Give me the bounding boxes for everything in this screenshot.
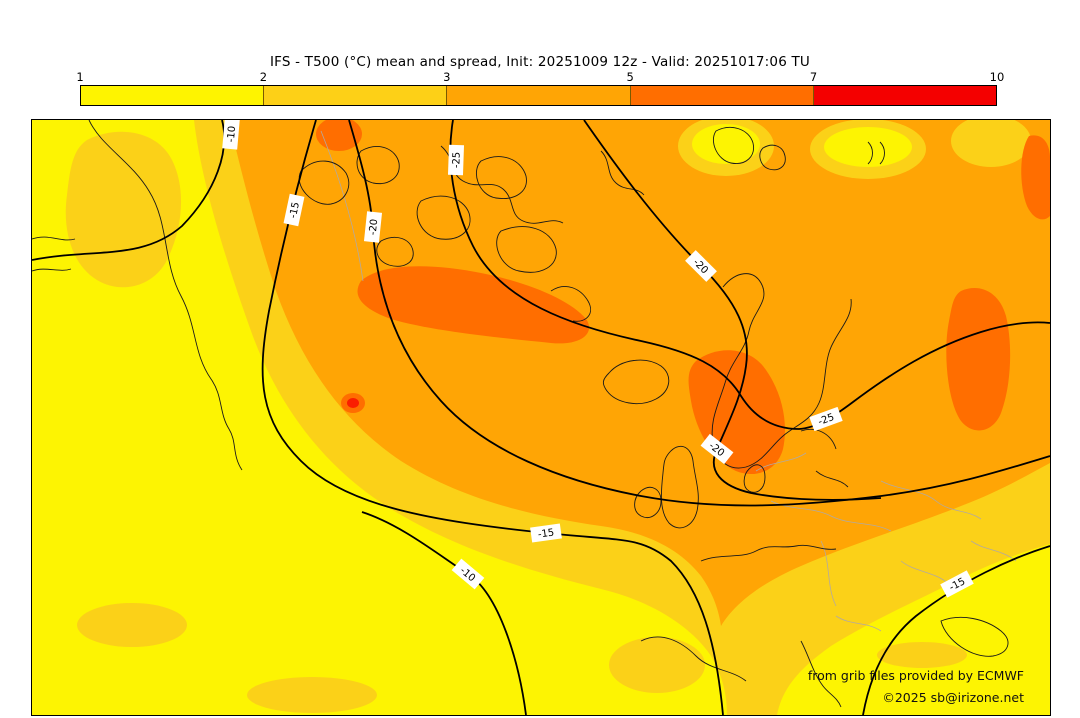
- colorbar-ticks: 1 2 3 5 7 10: [76, 70, 1004, 85]
- colorbar-scale: [80, 85, 997, 106]
- contour-label: -10: [226, 125, 238, 142]
- colorbar-tick: 2: [259, 70, 268, 84]
- spread-fill-gold-blob: [247, 677, 377, 713]
- colorbar: 1 2 3 5 7 10: [76, 70, 1004, 106]
- contour-label: -15: [288, 201, 302, 219]
- contour-minus10-nw: [32, 120, 226, 261]
- weather-map: -10 -15 -20 -25 -20 -25 -20 -15 -10 -15 …: [31, 119, 1051, 716]
- spread-fill-red-spot: [347, 398, 359, 408]
- spread-pocket-gold: [951, 120, 1031, 167]
- colorbar-segment-4: [630, 86, 814, 105]
- contour-minus25: [449, 120, 1050, 430]
- spread-fill-gold-blob: [609, 637, 705, 693]
- colorbar-segment-5: [813, 86, 997, 105]
- spread-fill-gold-blob: [877, 642, 967, 668]
- contour-label: -25: [817, 412, 836, 428]
- spread-fill-gold-blob-greenland: [65, 131, 182, 288]
- attribution-line-2: ©2025 sb@irizone.net: [882, 690, 1024, 705]
- colorbar-segment-2: [264, 86, 448, 105]
- contour-label: -15: [537, 527, 555, 540]
- colorbar-tick: 3: [443, 70, 451, 84]
- colorbar-tick: 1: [76, 70, 84, 84]
- map-canvas: -10 -15 -20 -25 -20 -25 -20 -15 -10 -15: [32, 120, 1050, 715]
- colorbar-tick: 10: [989, 70, 1005, 84]
- country-borders: [320, 130, 1017, 632]
- contour-label: -25: [451, 152, 463, 169]
- spread-fill-darkorange-patch-corner: [1021, 135, 1050, 220]
- attribution: from grib files provided by ECMWF ©2025 …: [808, 665, 1024, 709]
- spread-pocket-yellow: [824, 127, 912, 167]
- colorbar-tick: 5: [626, 70, 634, 84]
- spread-fill-gold-blob: [77, 603, 187, 647]
- contour-label: -20: [368, 218, 381, 235]
- colorbar-tick: 7: [809, 70, 818, 84]
- page-title: IFS - T500 (°C) mean and spread, Init: 2…: [269, 54, 811, 70]
- spread-fill-darkorange-patch: [357, 266, 590, 344]
- attribution-line-1: from grib files provided by ECMWF: [807, 668, 1024, 683]
- spread-pocket-yellow: [692, 124, 760, 164]
- contour-minus15-west: [261, 120, 724, 715]
- spread-fill-darkorange-patch-east: [946, 288, 1011, 431]
- colorbar-segment-1: [81, 86, 265, 105]
- contour-minus20-north: [583, 120, 882, 501]
- contour-minus15-east: [862, 545, 1050, 715]
- colorbar-segment-3: [447, 86, 631, 105]
- coastlines: [32, 120, 1009, 708]
